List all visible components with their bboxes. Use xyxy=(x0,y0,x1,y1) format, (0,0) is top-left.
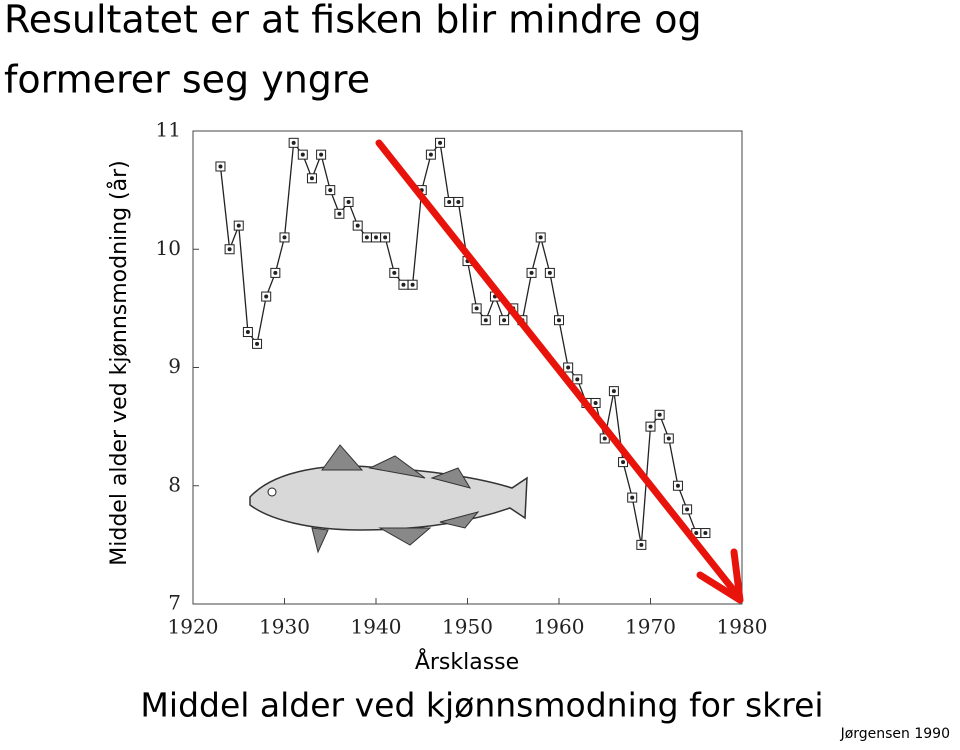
x-tick-label: 1970 xyxy=(625,615,676,639)
marker-dot xyxy=(337,211,342,216)
marker-dot xyxy=(291,140,296,145)
y-axis-label: Middel alder ved kjønnsmodning (år) xyxy=(106,160,132,565)
x-tick-label: 1980 xyxy=(717,615,768,639)
marker-dot xyxy=(410,282,415,287)
marker-dot xyxy=(218,164,223,169)
y-tick-label: 7 xyxy=(168,591,181,615)
marker-dot xyxy=(694,531,699,536)
marker-dot xyxy=(611,389,616,394)
marker-dot xyxy=(319,152,324,157)
marker-dot xyxy=(685,507,690,512)
marker-dot xyxy=(438,140,443,145)
x-tick-label: 1930 xyxy=(259,615,310,639)
x-axis-label: Årsklasse xyxy=(415,648,519,675)
marker-dot xyxy=(227,247,232,252)
source: Jørgensen 1990 xyxy=(840,726,950,742)
marker-dot xyxy=(401,282,406,287)
marker-dot xyxy=(236,223,241,228)
marker-dot xyxy=(474,306,479,311)
y-tick-label: 10 xyxy=(156,236,181,260)
marker-dot xyxy=(300,152,305,157)
x-tick-label: 1950 xyxy=(442,615,493,639)
marker-dot xyxy=(648,424,653,429)
marker-dot xyxy=(602,436,607,441)
fish xyxy=(249,444,528,554)
marker-dot xyxy=(346,199,351,204)
marker-dot xyxy=(364,235,369,240)
y-tick-label: 9 xyxy=(168,354,181,378)
trend-arrow xyxy=(375,139,739,596)
x-tick-label: 1920 xyxy=(168,615,219,639)
marker-dot xyxy=(502,318,507,323)
marker-dot xyxy=(657,412,662,417)
marker-dot xyxy=(392,270,397,275)
y-tick-label: 11 xyxy=(156,118,181,142)
marker-dot xyxy=(575,377,580,382)
marker-dot xyxy=(538,235,543,240)
marker-dot xyxy=(255,341,260,346)
x-tick-label: 1960 xyxy=(534,615,585,639)
marker-dot xyxy=(383,235,388,240)
marker-dot xyxy=(309,176,314,181)
marker-dot xyxy=(557,318,561,323)
marker-dot xyxy=(547,270,552,275)
marker-dot xyxy=(529,270,534,275)
caption: Middel alder ved kjønnsmodning for skrei xyxy=(140,686,823,725)
plot-frame xyxy=(192,130,743,605)
marker-dot xyxy=(456,199,461,204)
marker-dot xyxy=(593,400,598,405)
marker-dot xyxy=(566,365,571,370)
marker-dot xyxy=(621,460,626,465)
marker-dot xyxy=(447,199,452,204)
marker-dot xyxy=(245,330,250,335)
marker-dot xyxy=(630,495,635,500)
x-tick-label: 1940 xyxy=(351,615,402,639)
marker-dot xyxy=(428,152,433,157)
marker-dot xyxy=(483,318,488,323)
marker-dot xyxy=(328,188,333,193)
marker-dot xyxy=(666,436,671,441)
marker-dot xyxy=(639,542,644,547)
marker-dot xyxy=(264,294,269,299)
marker-dot xyxy=(273,270,278,275)
slide-title-1: Resultatet er at fisken blir mindre og xyxy=(4,0,702,42)
marker-dot xyxy=(282,235,287,240)
marker-dot xyxy=(355,223,360,228)
slide-title-2: formerer seg yngre xyxy=(4,58,370,102)
trend-arrowhead xyxy=(696,548,744,604)
y-tick-label: 8 xyxy=(168,472,181,496)
marker-dot xyxy=(675,483,680,488)
marker-dot xyxy=(374,235,378,240)
marker-dot xyxy=(703,531,708,536)
